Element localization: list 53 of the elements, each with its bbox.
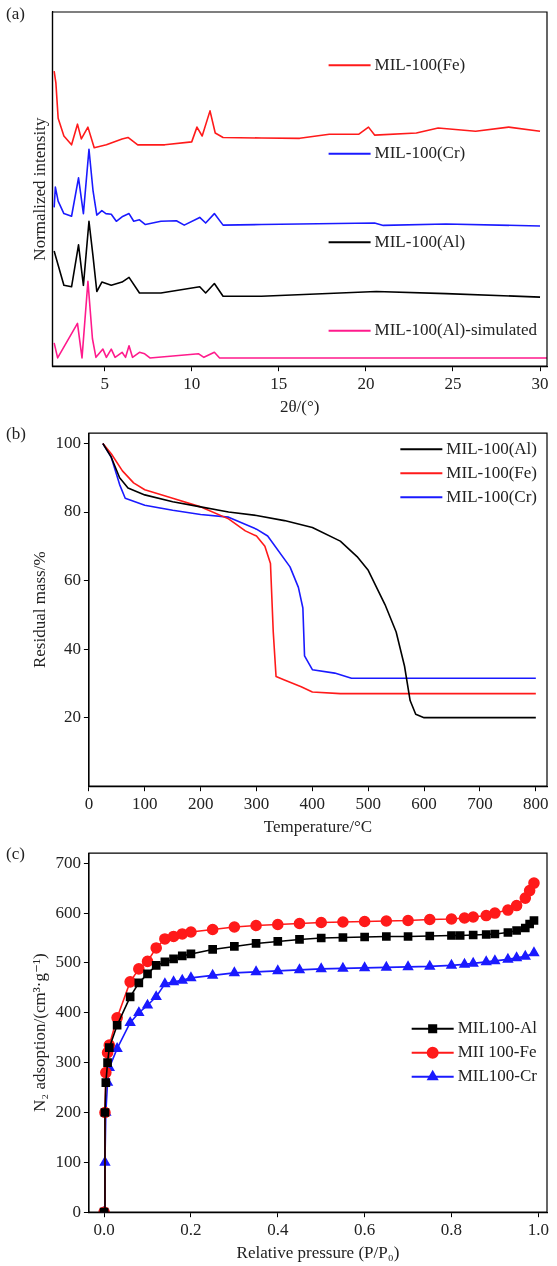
y-axis-title: Residual mass/% — [29, 551, 49, 669]
x-tick-label: 25 — [444, 373, 462, 393]
text: (b) — [6, 423, 26, 443]
legend-label: MIL-100(Cr) — [374, 143, 466, 163]
y-tick-label: 100 — [55, 432, 81, 452]
x-tick-label: 600 — [411, 793, 437, 813]
x-axis-title: Temperature/°C — [263, 817, 373, 837]
legend-label: MIL100-Al — [457, 1018, 538, 1038]
y-tick-label: 500 — [55, 952, 81, 972]
x-tick-label: 100 — [132, 793, 158, 813]
x-tick-label: 20 — [357, 373, 375, 393]
x-tick-label: 700 — [467, 793, 493, 813]
x-tick-label: 15 — [270, 373, 288, 393]
x-tick-label: 400 — [299, 793, 326, 813]
y-axis-title: Normalized intensity — [29, 117, 49, 261]
y-tick-label: 600 — [55, 902, 81, 922]
y-tick-label: 40 — [63, 638, 81, 658]
legend-label: MIL-100(Al) — [446, 438, 538, 458]
y-axis-title: N₂ adsoption/(cm³·g⁻¹) — [29, 953, 49, 1113]
y-tick-label: 100 — [55, 1151, 81, 1171]
x-tick-label: 200 — [187, 793, 214, 813]
y-tick-label: 400 — [55, 1002, 81, 1022]
x-tick-label: 300 — [243, 793, 270, 813]
x-tick-label: 0.0 — [93, 1219, 115, 1239]
text: (c) — [6, 843, 25, 863]
x-tick-label: 1.0 — [527, 1219, 549, 1239]
x-axis-title: Relative pressure (P/P₀) — [236, 1243, 400, 1263]
y-tick-label: 200 — [55, 1101, 81, 1121]
x-tick-label: 0.6 — [354, 1219, 376, 1239]
legend-label: MII 100-Fe — [457, 1042, 537, 1062]
y-tick-label: 300 — [55, 1052, 81, 1072]
x-tick-label: 0.8 — [440, 1219, 463, 1239]
text: (a) — [6, 3, 25, 23]
x-tick-label: 500 — [355, 793, 381, 813]
legend-label: MIL-100(Al)-simulated — [374, 320, 538, 340]
legend-label: MIL-100(Cr) — [446, 486, 538, 506]
x-tick-label: 0 — [84, 793, 94, 813]
y-tick-label: 0 — [72, 1201, 81, 1221]
legend-label: MIL-100(Al) — [374, 231, 466, 251]
x-axis-title: 2θ/(°) — [279, 397, 320, 417]
x-tick-label: 5 — [100, 373, 109, 393]
y-tick-label: 60 — [63, 570, 81, 590]
x-tick-label: 0.2 — [180, 1219, 202, 1239]
legend-label: MIL100-Cr — [457, 1066, 538, 1086]
legend-label: MIL-100(Fe) — [446, 462, 538, 482]
legend-label: MIL-100(Fe) — [374, 54, 466, 74]
y-tick-label: 20 — [63, 707, 81, 727]
x-tick-label: 10 — [183, 373, 201, 393]
y-tick-label: 700 — [55, 852, 81, 872]
x-tick-label: 30 — [531, 373, 549, 393]
y-tick-label: 80 — [63, 501, 81, 521]
x-tick-label: 800 — [523, 793, 549, 813]
x-tick-label: 0.4 — [267, 1219, 289, 1239]
